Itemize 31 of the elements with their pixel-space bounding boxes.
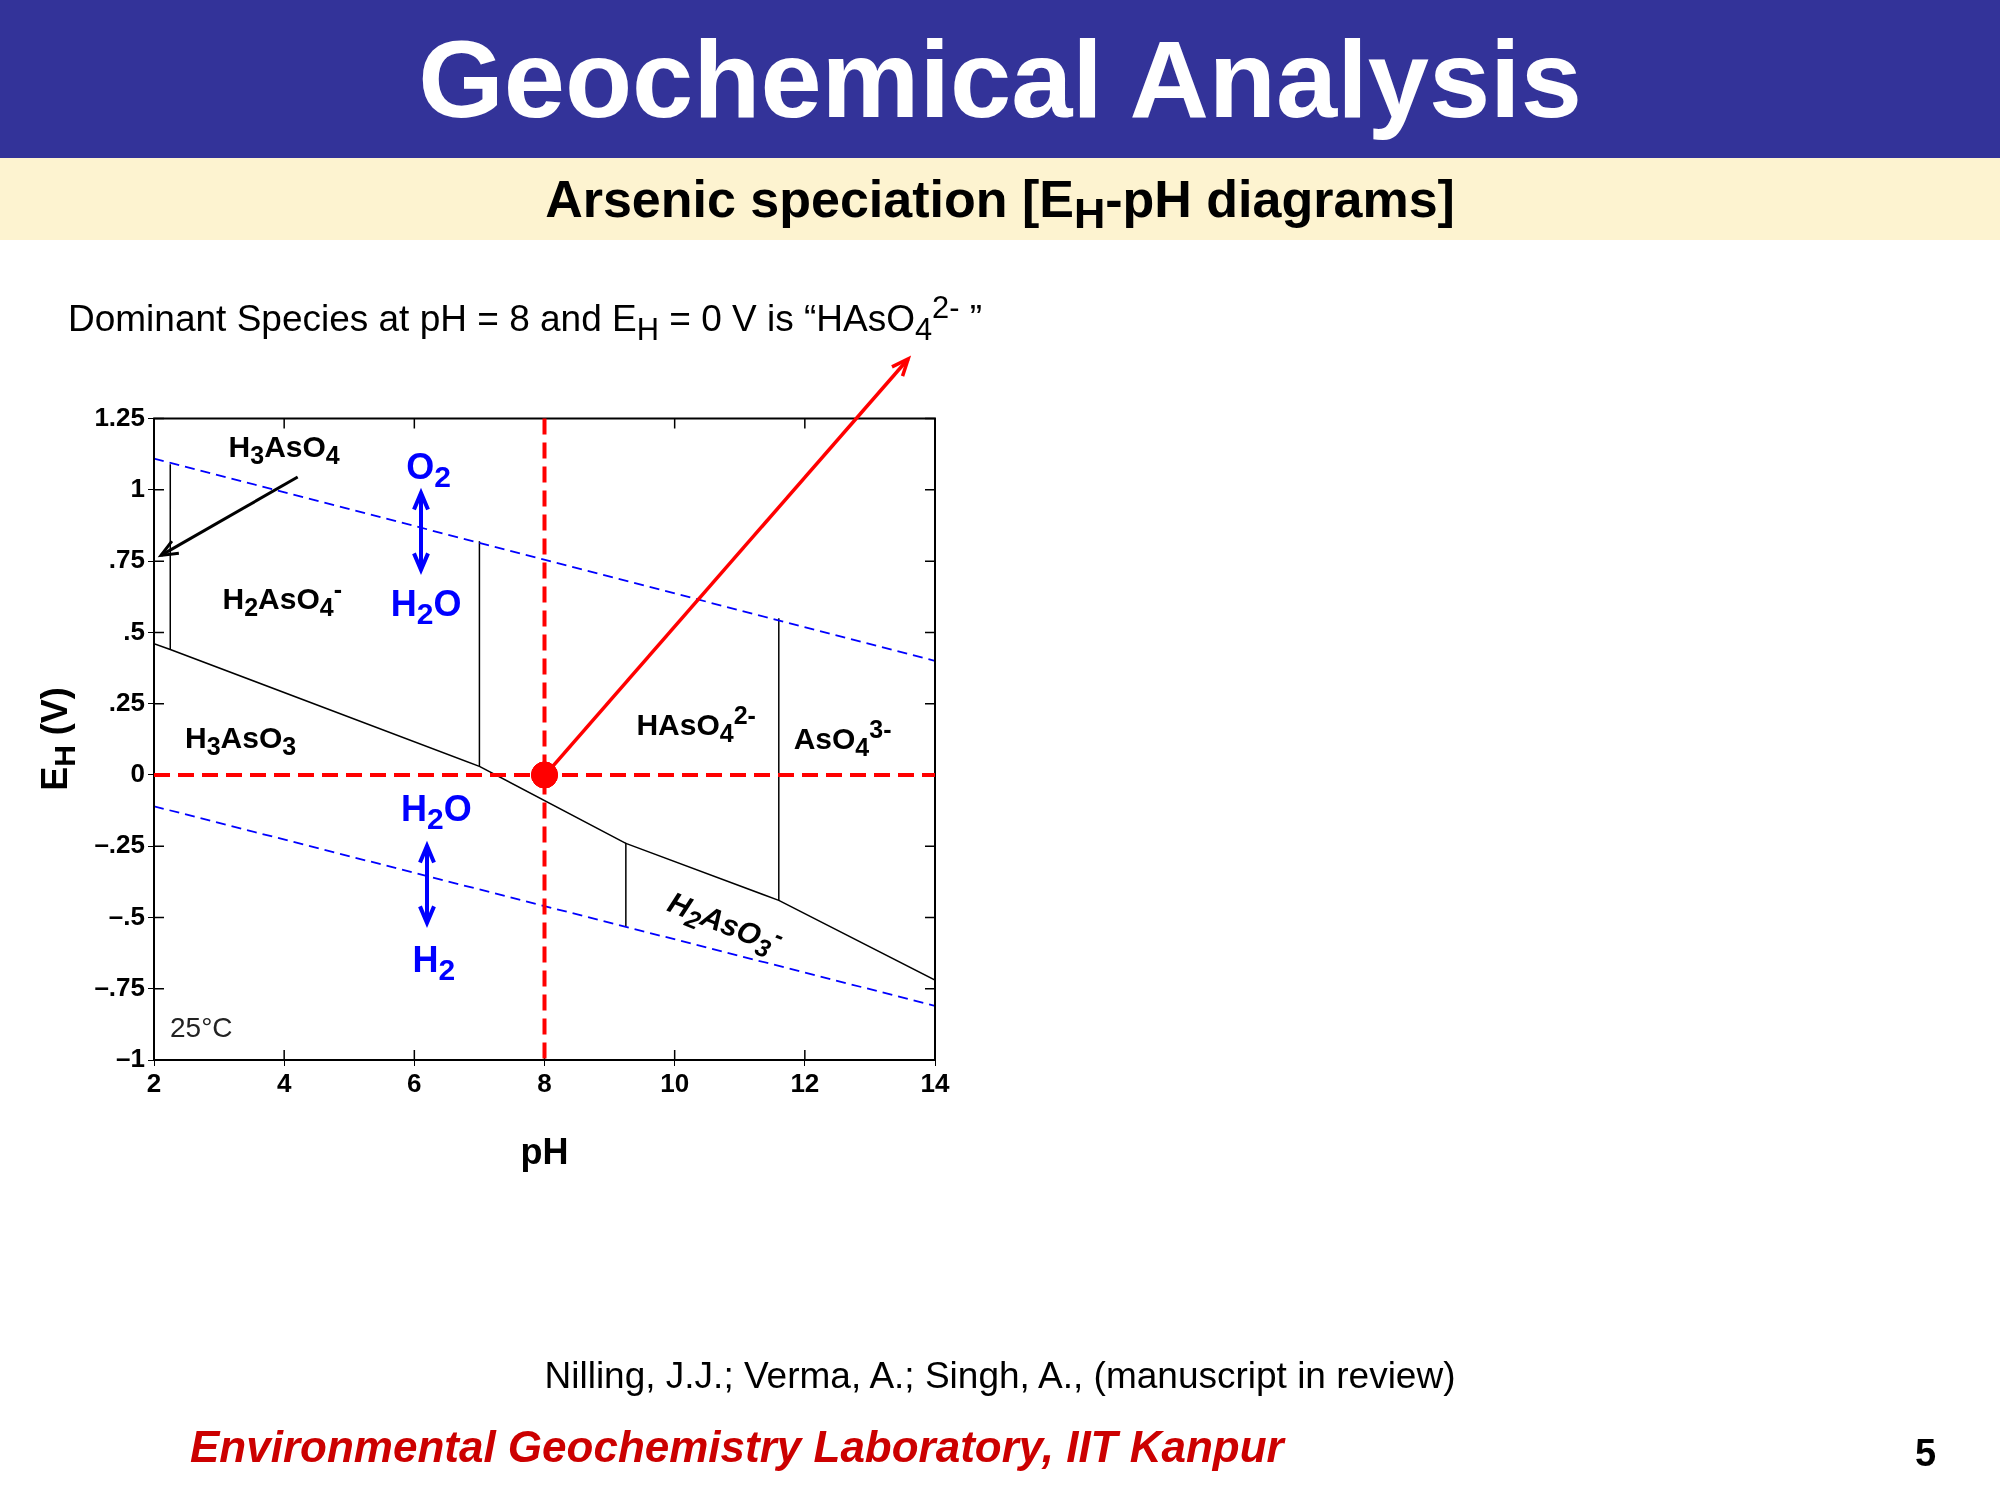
annotation: H$_{2}$O — [390, 582, 462, 631]
x-tick-label: 12 — [790, 1067, 820, 1098]
text: Nilling, J.J.; Verma, A.; Singh, A., (manuscript in review) — [544, 1355, 1456, 1397]
chart-title: Geochemical Analysis — [0, 0, 2000, 158]
y-tick-label: –.5 — [108, 900, 145, 931]
annotation: H$_{2}$O — [401, 787, 472, 837]
y-tick-label: –1 — [116, 1043, 145, 1074]
y-tick-label: .75 — [108, 544, 145, 575]
x-tick-label: 10 — [660, 1067, 690, 1098]
x-tick-label: 14 — [920, 1067, 950, 1098]
text: Environmental Geochemistry Laboratory, IIT Kanpur — [190, 1422, 1284, 1472]
y-tick-label: –.75 — [94, 971, 145, 1002]
y-tick-label: .25 — [108, 686, 145, 717]
y-tick-label: .5 — [123, 615, 145, 646]
y-tick-label: –.25 — [94, 829, 145, 860]
text: Dominant Species at pH = 8 and E$_{H}$ = 0 V is “HAsO$_{4}$$^{2-}$ ” — [68, 290, 983, 348]
x-tick-label: 4 — [276, 1067, 292, 1098]
x-tick-label: 2 — [146, 1067, 162, 1098]
x-tick-label: 8 — [537, 1067, 552, 1098]
text: 5 — [1915, 1432, 1937, 1475]
annotation: H$_{3}$AsO$_{4}$ — [228, 429, 340, 470]
x-axis-title: pH — [520, 1131, 569, 1173]
annotation: H$_{3}$AsO$_{3}$ — [184, 720, 297, 761]
y-tick-label: 1.25 — [94, 401, 145, 432]
x-tick-label: 6 — [407, 1067, 422, 1098]
annotation: O$_{2}$ — [406, 445, 451, 494]
annotation: H$_{2}$ — [412, 938, 456, 988]
y-tick-label: 1 — [130, 473, 145, 504]
annotation: 25°C — [170, 1012, 233, 1044]
chart-subtitle: Arsenic speciation [E$_{H}$-pH diagrams] — [0, 158, 2000, 240]
y-tick-label: 0 — [130, 758, 145, 789]
